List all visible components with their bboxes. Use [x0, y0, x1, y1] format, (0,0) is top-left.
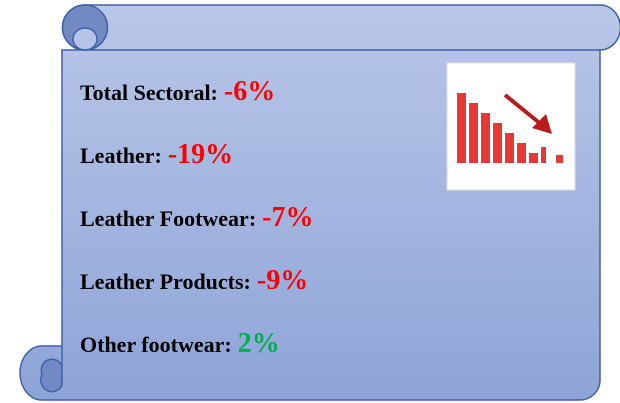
stat-label: Leather: — [80, 143, 162, 168]
stat-row: Total Sectoral:-6% — [80, 76, 275, 107]
stat-label: Leather Footwear: — [80, 206, 256, 231]
stat-row: Leather:-19% — [80, 139, 233, 170]
stat-row: Other footwear:2% — [80, 328, 280, 359]
stat-label: Other footwear: — [80, 332, 232, 357]
decline-icon — [447, 63, 575, 190]
stat-row: Leather Products:-9% — [80, 265, 308, 296]
scroll-graphic: Total Sectoral:-6% Leather:-19% Leather Fo… — [0, 0, 620, 403]
stat-value: -6% — [224, 76, 275, 107]
stat-label: Leather Products: — [80, 269, 251, 294]
stat-value: -9% — [257, 265, 308, 296]
stat-value: -19% — [168, 139, 233, 170]
stat-value: 2% — [238, 328, 280, 359]
stat-row: Leather Footwear:-7% — [80, 202, 313, 233]
stat-value: -7% — [262, 202, 313, 233]
stat-label: Total Sectoral: — [80, 80, 218, 105]
